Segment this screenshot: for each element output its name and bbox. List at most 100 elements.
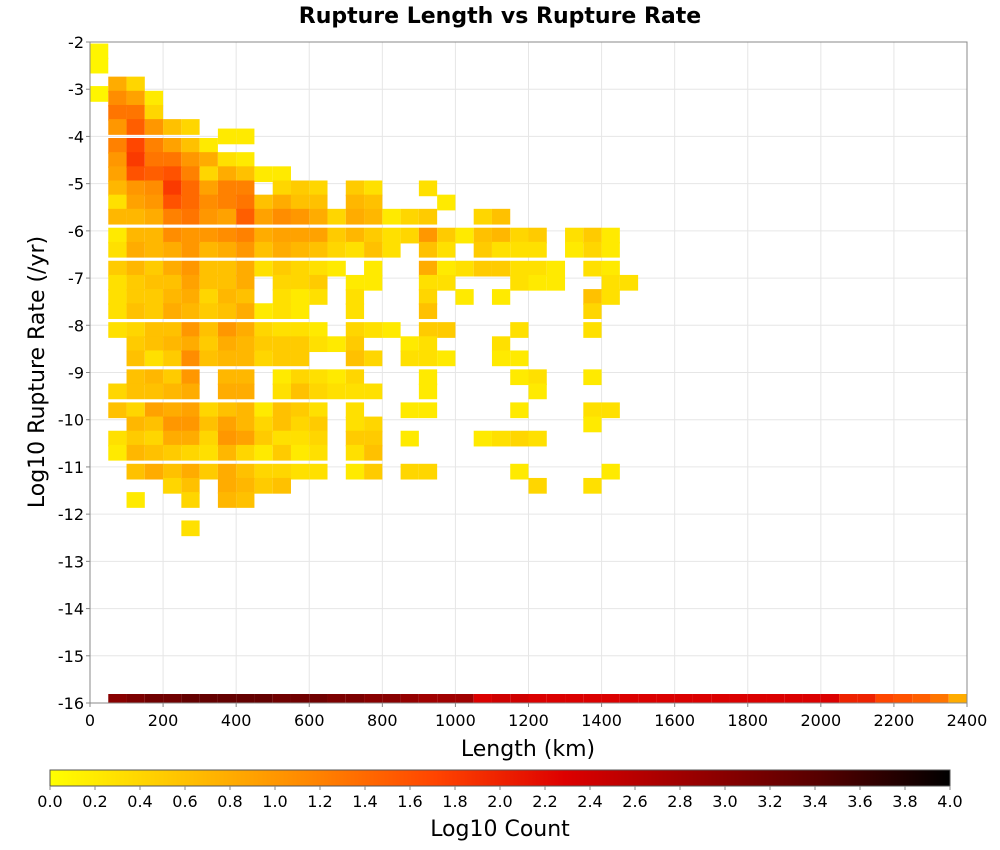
- heatmap-cell: [181, 138, 200, 154]
- heatmap-cell: [126, 166, 145, 183]
- heatmap-cell-bottom-row: [784, 694, 803, 703]
- x-tick-label: 1600: [654, 711, 695, 730]
- heatmap-cell: [345, 336, 365, 353]
- heatmap-cell: [181, 322, 200, 338]
- heatmap-cell: [217, 322, 237, 338]
- heatmap-cell: [510, 260, 529, 277]
- colorbar-tick-label: 1.4: [352, 792, 377, 811]
- heatmap-cell-bottom-row: [510, 694, 529, 703]
- heatmap-cell: [236, 350, 255, 367]
- heatmap-cell: [144, 227, 164, 244]
- heatmap-cell: [254, 430, 273, 447]
- heatmap-cell: [144, 180, 164, 197]
- heatmap-cell: [126, 303, 145, 319]
- heatmap-cell: [254, 402, 273, 419]
- heatmap-cell: [364, 444, 383, 461]
- heatmap-cell: [126, 241, 145, 258]
- colorbar-tick-label: 2.2: [532, 792, 557, 811]
- heatmap-cell: [144, 350, 164, 367]
- y-tick-label: -12: [58, 505, 84, 524]
- heatmap-cell: [144, 241, 164, 258]
- heatmap-cell: [510, 369, 529, 386]
- heatmap-cell: [528, 430, 547, 447]
- heatmap-cell: [364, 260, 383, 277]
- heatmap-cell: [327, 241, 346, 258]
- heatmap-cell: [327, 208, 346, 225]
- heatmap-cell: [108, 303, 127, 319]
- heatmap-cell: [272, 350, 291, 367]
- heatmap-cell: [254, 194, 273, 211]
- heatmap-cell: [290, 194, 310, 211]
- heatmap-cell: [528, 260, 547, 277]
- heatmap-cell: [491, 430, 511, 447]
- heatmap-cell: [345, 274, 365, 291]
- heatmap-cell: [491, 260, 511, 277]
- heatmap-cell-bottom-row: [364, 694, 383, 703]
- heatmap-cell: [290, 208, 310, 225]
- colorbar-tick-label: 3.8: [892, 792, 917, 811]
- heatmap-cell: [236, 402, 255, 419]
- heatmap-cell-bottom-row: [327, 694, 346, 703]
- heatmap-cell: [491, 227, 511, 244]
- heatmap-cell: [181, 477, 200, 494]
- heatmap-cell: [491, 336, 511, 353]
- heatmap-cell: [217, 274, 237, 291]
- heatmap-cell: [181, 336, 200, 353]
- heatmap-cell: [126, 383, 145, 400]
- heatmap-cell: [345, 180, 365, 197]
- heatmap-cell-bottom-row: [619, 694, 639, 703]
- heatmap-cell: [364, 350, 383, 367]
- heatmap-cell-bottom-row: [418, 694, 438, 703]
- grid-lines: [89, 41, 968, 704]
- heatmap-cell: [217, 260, 237, 277]
- heatmap-cell: [437, 260, 456, 277]
- colorbar-tick-label: 4.0: [937, 792, 962, 811]
- colorbar-label: Log10 Count: [430, 817, 570, 842]
- heatmap-cell-bottom-row: [382, 694, 401, 703]
- heatmap-cell: [126, 492, 145, 508]
- heatmap-cell: [144, 336, 164, 353]
- colorbar-tick-label: 0.8: [217, 792, 242, 811]
- heatmap-cell: [345, 416, 365, 433]
- heatmap-cell: [528, 477, 547, 494]
- heatmap-cell: [327, 336, 346, 353]
- heatmap-cell: [181, 119, 200, 135]
- heatmap-cell: [144, 369, 164, 386]
- heatmap-cell: [272, 303, 291, 319]
- heatmap-cell: [108, 241, 127, 258]
- colorbar-tick-label: 3.0: [712, 792, 737, 811]
- x-axis-ticks: 0 200 400 600 800 1000 1200 1400 1600 1800 2000 220…: [85, 703, 987, 730]
- heatmap-cell: [236, 463, 255, 480]
- heatmap-cell: [473, 260, 492, 277]
- colorbar-tick-label: 3.6: [847, 792, 872, 811]
- heatmap-cell: [473, 208, 492, 225]
- heatmap-cell: [236, 430, 255, 447]
- heatmap-cell: [181, 444, 200, 461]
- heatmap-cell: [144, 90, 164, 107]
- heatmap-cell: [199, 289, 218, 305]
- heatmap-cell: [236, 289, 255, 305]
- heatmap-cell: [236, 152, 255, 168]
- heatmap-cell: [272, 402, 291, 419]
- heatmap-cell: [309, 463, 328, 480]
- heatmap-cell: [418, 274, 438, 291]
- heatmap-cell: [144, 166, 164, 183]
- y-tick-label: -3: [68, 80, 84, 99]
- heatmap-cell: [272, 383, 291, 400]
- heatmap-cell-bottom-row: [912, 694, 931, 703]
- colorbar-tick-label: 2.8: [667, 792, 692, 811]
- heatmap-cell: [217, 303, 237, 319]
- heatmap-cell: [163, 194, 182, 211]
- y-tick-label: -13: [58, 552, 84, 571]
- x-tick-label: 800: [367, 711, 398, 730]
- heatmap-cell: [217, 430, 237, 447]
- heatmap-cell-bottom-row: [638, 694, 657, 703]
- heatmap-cell: [163, 180, 182, 197]
- heatmap-cell-bottom-row: [181, 694, 200, 703]
- heatmap-cell: [418, 369, 438, 386]
- heatmap-cell: [144, 322, 164, 338]
- heatmap-cell: [217, 152, 237, 168]
- x-tick-label: 1800: [727, 711, 768, 730]
- heatmap-cell: [418, 208, 438, 225]
- heatmap-cell: [528, 369, 547, 386]
